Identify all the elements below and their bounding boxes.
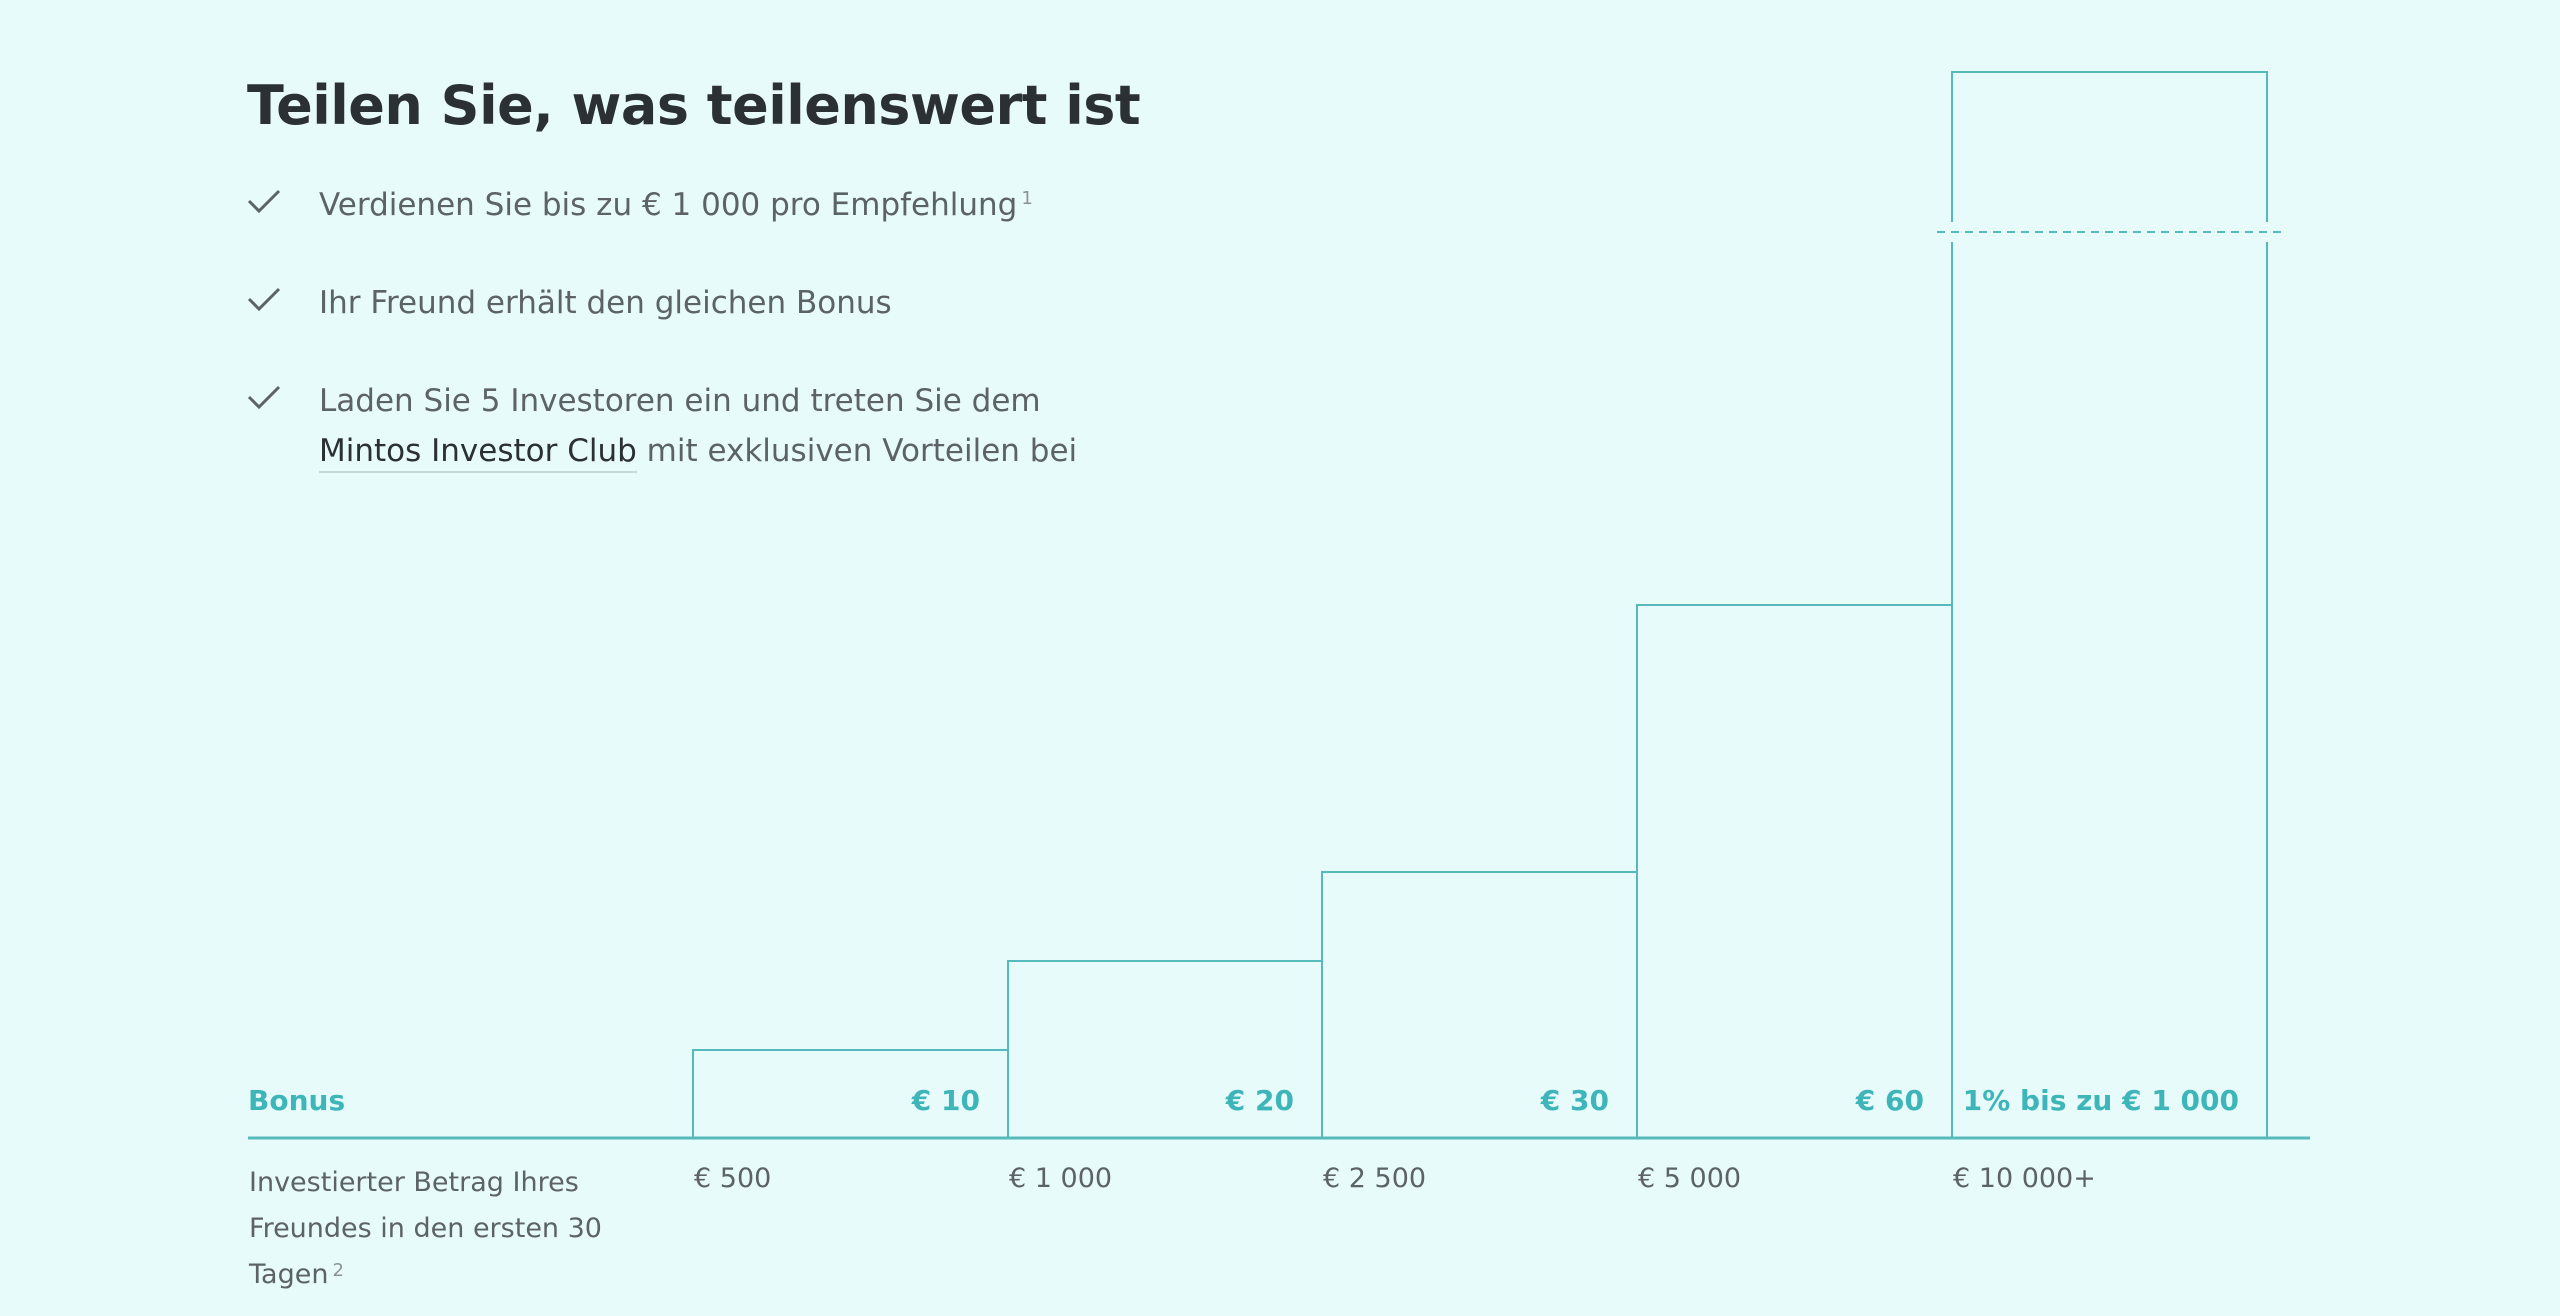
bar-value-label: 1% bis zu € 1 000 [1962, 1084, 2239, 1117]
benefit-text: Ihr Freund erhält den gleichen Bonus [319, 285, 892, 321]
bar-5000 [1636, 604, 1953, 1139]
check-icon [247, 278, 319, 328]
check-icon [247, 376, 319, 476]
x-title-line: Freundes in den ersten 30 [249, 1213, 602, 1244]
benefit-text: Laden Sie 5 Investoren ein und treten Si… [319, 376, 1077, 476]
x-title-line: Tagen [249, 1259, 329, 1290]
benefit-label-suffix: mit exklusiven Vorteilen bei [636, 433, 1078, 469]
x-title-line: Investierter Betrag Ihres [249, 1167, 579, 1198]
bar-value-label: € 10 [911, 1084, 980, 1117]
footnote-marker[interactable]: 1 [1021, 188, 1033, 209]
bar-value-label: € 20 [1225, 1084, 1294, 1117]
x-axis-title: Investierter Betrag Ihres Freundes in de… [249, 1160, 609, 1298]
page-title: Teilen Sie, was teilenswert ist [247, 74, 1141, 137]
footnote-marker[interactable]: 2 [332, 1260, 344, 1281]
benefit-item: Verdienen Sie bis zu € 1 000 pro Empfehl… [247, 180, 1033, 230]
x-tick-label: € 10 000+ [1953, 1163, 2096, 1194]
check-icon [247, 180, 319, 230]
bar-10000-plus [1951, 71, 2268, 1138]
investor-club-link[interactable]: Mintos Investor Club [319, 433, 637, 473]
x-tick-label: € 5 000 [1638, 1163, 1742, 1194]
bar-value-label: € 30 [1540, 1084, 1609, 1117]
bar-value-label: € 60 [1855, 1084, 1924, 1117]
x-tick-label: € 1 000 [1009, 1163, 1113, 1194]
benefit-label: Verdienen Sie bis zu € 1 000 pro Empfehl… [319, 187, 1018, 223]
bonus-axis-label: Bonus [248, 1084, 346, 1117]
benefit-item: Laden Sie 5 Investoren ein und treten Si… [247, 376, 1077, 476]
benefit-item: Ihr Freund erhält den gleichen Bonus [247, 278, 892, 328]
x-tick-label: € 2 500 [1323, 1163, 1427, 1194]
benefit-label: Laden Sie 5 Investoren ein und treten Si… [319, 383, 1041, 419]
benefit-text: Verdienen Sie bis zu € 1 000 pro Empfehl… [319, 180, 1033, 230]
x-tick-label: € 500 [694, 1163, 772, 1194]
